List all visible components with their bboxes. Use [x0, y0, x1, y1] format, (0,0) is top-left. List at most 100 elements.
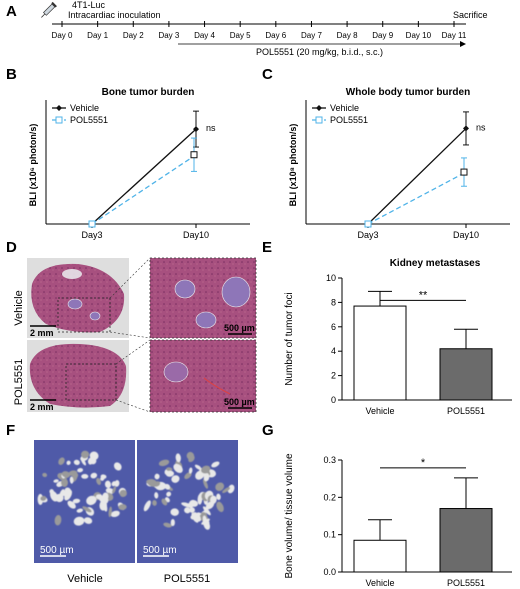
y-tick-label: 6	[331, 322, 336, 332]
series-line-1	[367, 171, 467, 225]
microct-figure: 500 µm 500 µm Vehicle POL5551	[34, 440, 238, 585]
timeline-day-label: Day 4	[194, 31, 215, 40]
trabecula	[184, 472, 192, 480]
timeline-day-label: Day 3	[158, 31, 179, 40]
trabecula	[154, 473, 160, 480]
panel-e-letter: E	[262, 239, 273, 256]
timeline-day-label: Day 0	[52, 31, 73, 40]
injection-label: 4T1-Luc	[72, 0, 106, 10]
trabecula	[163, 522, 172, 528]
y-axis-label: Number of tumor foci	[284, 292, 295, 385]
series-line-0	[91, 128, 197, 225]
vehicle-scale-high: 500 µm	[224, 323, 255, 333]
trabecula	[96, 477, 101, 485]
trabecula	[188, 467, 193, 474]
trabecula	[42, 472, 48, 478]
trabecula	[165, 470, 175, 477]
x-tick-label: POL5551	[447, 578, 485, 588]
legend-label-1: POL5551	[70, 115, 108, 125]
x-tick-label: Day3	[357, 230, 378, 240]
trabecula	[86, 495, 97, 506]
trabecula	[76, 508, 84, 513]
trabecula	[67, 500, 76, 509]
trabecula	[154, 492, 159, 499]
pol5551-scale-high: 500 µm	[224, 397, 255, 407]
trabecula	[164, 483, 171, 490]
x-tick-label: Day10	[453, 230, 479, 240]
legend-label-1: POL5551	[330, 115, 368, 125]
trabecula	[66, 460, 71, 466]
trabecula	[113, 462, 122, 471]
series-line-0	[367, 127, 467, 225]
y-tick-label: 0.3	[323, 455, 336, 465]
timeline-day-label: Day 6	[265, 31, 286, 40]
trabecula	[87, 457, 94, 465]
bone-volume-chart: Bone volume/ tissue volume 0.0 0.1 0.2 0.3 Ve…	[284, 453, 512, 588]
timeline-day-label: Day 8	[337, 31, 358, 40]
trabecula	[80, 450, 90, 459]
y-tick-label: 10	[326, 273, 336, 283]
bone-burden-chart: Bone tumor burden BLI (x10⁶ photon/s) Day3…	[28, 87, 250, 240]
timeline-day-label: Day 11	[442, 31, 467, 40]
trabecula	[61, 478, 69, 487]
trabecula	[104, 480, 111, 489]
trabecula	[190, 515, 196, 520]
bar-pol5551	[439, 348, 493, 401]
panel-a-letter: A	[6, 3, 17, 20]
row-label-vehicle: Vehicle	[13, 290, 25, 325]
legend-marker	[316, 105, 322, 111]
bar-pol5551	[439, 508, 493, 573]
trabecula	[118, 504, 127, 511]
trabecula	[211, 461, 220, 468]
trabecula	[119, 489, 127, 498]
timeline-figure: 4T1-Luc Intracardiac inoculation Sacrifi…	[41, 0, 488, 57]
trabecula	[50, 490, 58, 502]
trabecula	[69, 476, 74, 484]
chart-title: Whole body tumor burden	[346, 87, 470, 98]
trabecula	[192, 512, 201, 522]
pol5551-kidney-section	[29, 343, 127, 408]
trabecula	[82, 506, 92, 513]
pol5551-microct-scale: 500 µm	[143, 545, 177, 556]
y-axis-label: BLI (x10⁸ photon/s)	[288, 124, 298, 207]
panel-f-letter: F	[6, 422, 16, 439]
trabecula	[53, 479, 59, 483]
trabecula	[40, 495, 47, 501]
trabecula	[210, 495, 217, 504]
trabecula	[146, 479, 154, 485]
trabecula	[72, 498, 81, 504]
trabecula	[100, 474, 107, 479]
timeline-day-label: Day 9	[372, 31, 393, 40]
trabecula	[161, 498, 168, 506]
y-tick-label: 4	[331, 346, 336, 356]
panel-c-letter: C	[262, 66, 273, 83]
trabecula	[83, 517, 93, 524]
timeline-day-label: Day 2	[123, 31, 144, 40]
whole-body-burden-chart: Whole body tumor burden BLI (x10⁸ photon/…	[288, 87, 510, 240]
trabecula	[189, 507, 195, 513]
trabecula	[102, 492, 109, 501]
trabecula	[170, 518, 175, 527]
y-tick-label: 8	[331, 297, 336, 307]
significance-marker: *	[421, 457, 426, 469]
trabecula	[81, 474, 89, 479]
x-tick-label: Day3	[81, 230, 102, 240]
timeline-day-label: Day 7	[301, 31, 322, 40]
trabecula	[173, 463, 183, 473]
legend-marker	[55, 116, 63, 124]
trabecula	[188, 455, 195, 463]
trabecula	[216, 493, 221, 501]
trabecula	[77, 468, 84, 473]
x-tick-label: POL5551	[447, 406, 485, 416]
timeline-day-label: Day 1	[87, 31, 108, 40]
timeline-day-label: Day 5	[230, 31, 251, 40]
data-point	[193, 126, 199, 133]
legend-marker	[56, 105, 62, 111]
x-tick-label: Vehicle	[365, 406, 394, 416]
timeline-day-label: Day 10	[406, 31, 432, 40]
legend-label-0: Vehicle	[330, 103, 359, 113]
trabecula	[59, 489, 65, 499]
trabecula	[184, 507, 191, 514]
trabecula	[108, 506, 112, 518]
trabecula	[202, 478, 209, 489]
